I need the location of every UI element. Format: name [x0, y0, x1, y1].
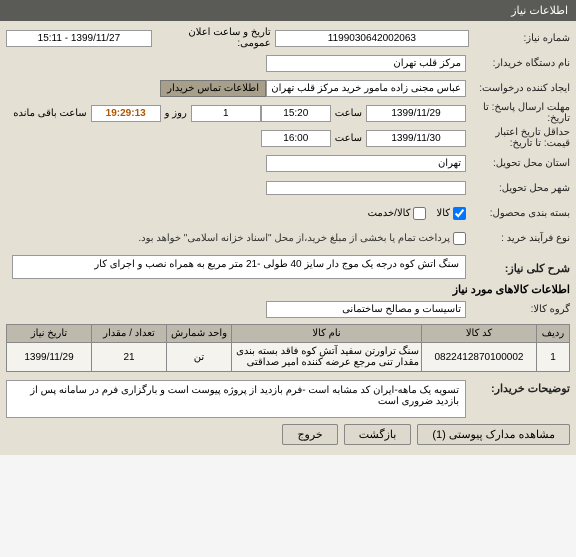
- footer-buttons: مشاهده مدارک پیوستی (1) بازگشت خروج: [6, 424, 570, 449]
- cell-qty: 21: [92, 343, 167, 372]
- service-checkbox-input[interactable]: [413, 207, 426, 220]
- group-value: تاسیسات و مصالح ساختمانی: [266, 301, 466, 318]
- goods-info-title: اطلاعات کالاهای مورد نیاز: [6, 283, 570, 296]
- need-no-value: 1199030642002063: [275, 30, 469, 47]
- buyer-device-value: مرکز قلب تهران: [266, 55, 466, 72]
- announce-value: 1399/11/27 - 15:11: [6, 30, 152, 47]
- goods-checkbox[interactable]: کالا: [436, 207, 466, 220]
- panel-title: اطلاعات نیاز: [511, 5, 568, 17]
- deadline-time: 15:20: [261, 105, 331, 122]
- summary-label: شرح کلی نیاز:: [466, 262, 570, 275]
- service-checkbox[interactable]: کالا/خدمت: [368, 207, 427, 220]
- buyer-exp-text: تسویه یک ماهه-ایران کد مشابه است -فرم با…: [6, 380, 466, 418]
- cell-date: 1399/11/29: [7, 343, 92, 372]
- attachments-button[interactable]: مشاهده مدارک پیوستی (1): [417, 424, 570, 445]
- group-label: گروه کالا:: [466, 304, 570, 315]
- contact-buyer-button[interactable]: اطلاعات تماس خریدار: [160, 80, 266, 97]
- creator-label: ایجاد کننده درخواست:: [466, 83, 570, 94]
- th-code: کد کالا: [422, 325, 537, 343]
- th-unit: واحد شمارش: [167, 325, 232, 343]
- table-row: 1 0822412870100002 سنگ تراورتن سفید آتش …: [7, 343, 570, 372]
- form-content: شماره نیاز: 1199030642002063 تاریخ و ساع…: [0, 21, 576, 455]
- min-valid-date: 1399/11/30: [366, 130, 466, 147]
- cell-unit: تن: [167, 343, 232, 372]
- remaining-time: 19:29:13: [91, 105, 161, 122]
- days-label: روز و: [161, 108, 191, 119]
- time-label-2: ساعت: [331, 133, 366, 144]
- cell-name: سنگ تراورتن سفید آتش کوه فاقد بسته بندی …: [232, 343, 422, 372]
- th-qty: تعداد / مقدار: [92, 325, 167, 343]
- panel-header: اطلاعات نیاز: [0, 0, 576, 21]
- buyer-exp-label: توضیحات خریدار:: [466, 382, 570, 395]
- purchase-note-checkbox[interactable]: پرداخت تمام یا بخشی از مبلغ خرید،از محل …: [138, 232, 466, 245]
- time-label-1: ساعت: [331, 108, 366, 119]
- buyer-device-label: نام دستگاه خریدار:: [466, 58, 570, 69]
- purchase-note-text: پرداخت تمام یا بخشی از مبلغ خرید،از محل …: [138, 233, 450, 244]
- deadline-label: مهلت ارسال پاسخ: تا تاریخ:: [466, 102, 570, 124]
- min-valid-time: 16:00: [261, 130, 331, 147]
- creator-value: عباس مجنی زاده مامور خرید مرکز قلب تهران: [266, 80, 466, 97]
- service-checkbox-label: کالا/خدمت: [368, 208, 411, 219]
- purchase-type-label: نوع فرآیند خرید :: [466, 233, 570, 244]
- th-name: نام کالا: [232, 325, 422, 343]
- days-value: 1: [191, 105, 261, 122]
- city-value: [266, 181, 466, 195]
- min-valid-label: حداقل تاریخ اعتبار قیمت: تا تاریخ:: [466, 127, 570, 149]
- th-date: تاریخ نیاز: [7, 325, 92, 343]
- announce-label: تاریخ و ساعت اعلان عمومی:: [152, 27, 275, 49]
- goods-checkbox-label: کالا: [436, 208, 450, 219]
- city-label: شهر محل تحویل:: [466, 183, 570, 194]
- pack-label: بسته بندی محصول:: [466, 208, 570, 219]
- goods-checkbox-input[interactable]: [453, 207, 466, 220]
- th-row: ردیف: [537, 325, 570, 343]
- goods-table: ردیف کد کالا نام کالا واحد شمارش تعداد /…: [6, 324, 570, 372]
- need-no-label: شماره نیاز:: [469, 33, 570, 44]
- purchase-note-input[interactable]: [453, 232, 466, 245]
- cell-code: 0822412870100002: [422, 343, 537, 372]
- summary-text: سنگ اتش کوه درجه یک موج دار سایز 40 طولی…: [12, 255, 466, 279]
- exit-button[interactable]: خروج: [282, 424, 337, 445]
- cell-row: 1: [537, 343, 570, 372]
- deadline-date: 1399/11/29: [366, 105, 466, 122]
- province-value: تهران: [266, 155, 466, 172]
- back-button[interactable]: بازگشت: [344, 424, 412, 445]
- province-label: استان محل تحویل:: [466, 158, 570, 169]
- remaining-label: ساعت باقی مانده: [9, 108, 90, 119]
